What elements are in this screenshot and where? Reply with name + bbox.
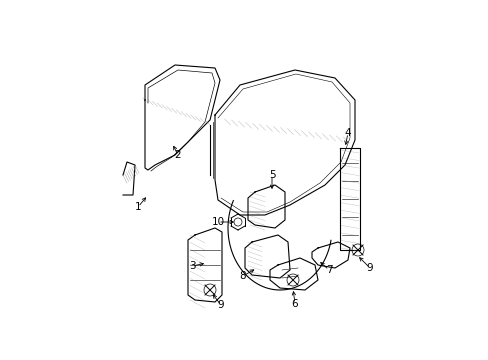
Text: 4: 4	[344, 128, 350, 138]
Text: 9: 9	[366, 263, 372, 273]
Text: 8: 8	[239, 271, 246, 281]
Text: 1: 1	[134, 202, 141, 212]
Text: 2: 2	[174, 150, 181, 160]
Text: 5: 5	[268, 170, 275, 180]
Text: 7: 7	[325, 265, 332, 275]
Text: 6: 6	[291, 299, 298, 309]
Text: 9: 9	[217, 300, 224, 310]
Text: 10: 10	[211, 217, 224, 227]
Text: 3: 3	[188, 261, 195, 271]
